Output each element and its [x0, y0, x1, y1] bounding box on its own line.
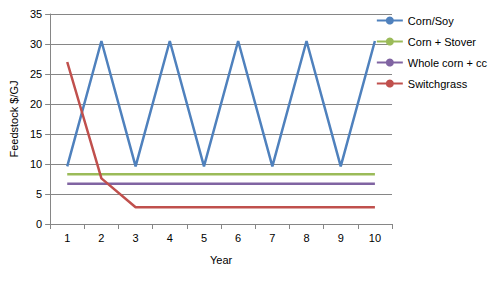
svg-text:30: 30 [30, 38, 42, 50]
svg-text:9: 9 [338, 232, 344, 244]
svg-text:8: 8 [303, 232, 309, 244]
svg-text:3: 3 [133, 232, 139, 244]
svg-text:15: 15 [30, 128, 42, 140]
svg-text:20: 20 [30, 98, 42, 110]
svg-text:Switchgrass: Switchgrass [408, 78, 468, 90]
svg-text:Corn + Stover: Corn + Stover [408, 36, 477, 48]
svg-text:10: 10 [369, 232, 381, 244]
svg-text:Corn/Soy: Corn/Soy [408, 15, 454, 27]
svg-text:2: 2 [98, 232, 104, 244]
svg-text:Feedstock $/GJ: Feedstock $/GJ [8, 80, 20, 157]
svg-text:4: 4 [167, 232, 173, 244]
svg-text:Year: Year [210, 254, 233, 266]
svg-text:5: 5 [201, 232, 207, 244]
svg-text:10: 10 [30, 158, 42, 170]
svg-text:7: 7 [269, 232, 275, 244]
svg-text:0: 0 [36, 218, 42, 230]
svg-text:25: 25 [30, 68, 42, 80]
svg-text:5: 5 [36, 188, 42, 200]
svg-text:Whole corn + cc: Whole corn + cc [408, 57, 488, 69]
svg-text:6: 6 [235, 232, 241, 244]
svg-text:1: 1 [64, 232, 70, 244]
svg-text:35: 35 [30, 8, 42, 20]
